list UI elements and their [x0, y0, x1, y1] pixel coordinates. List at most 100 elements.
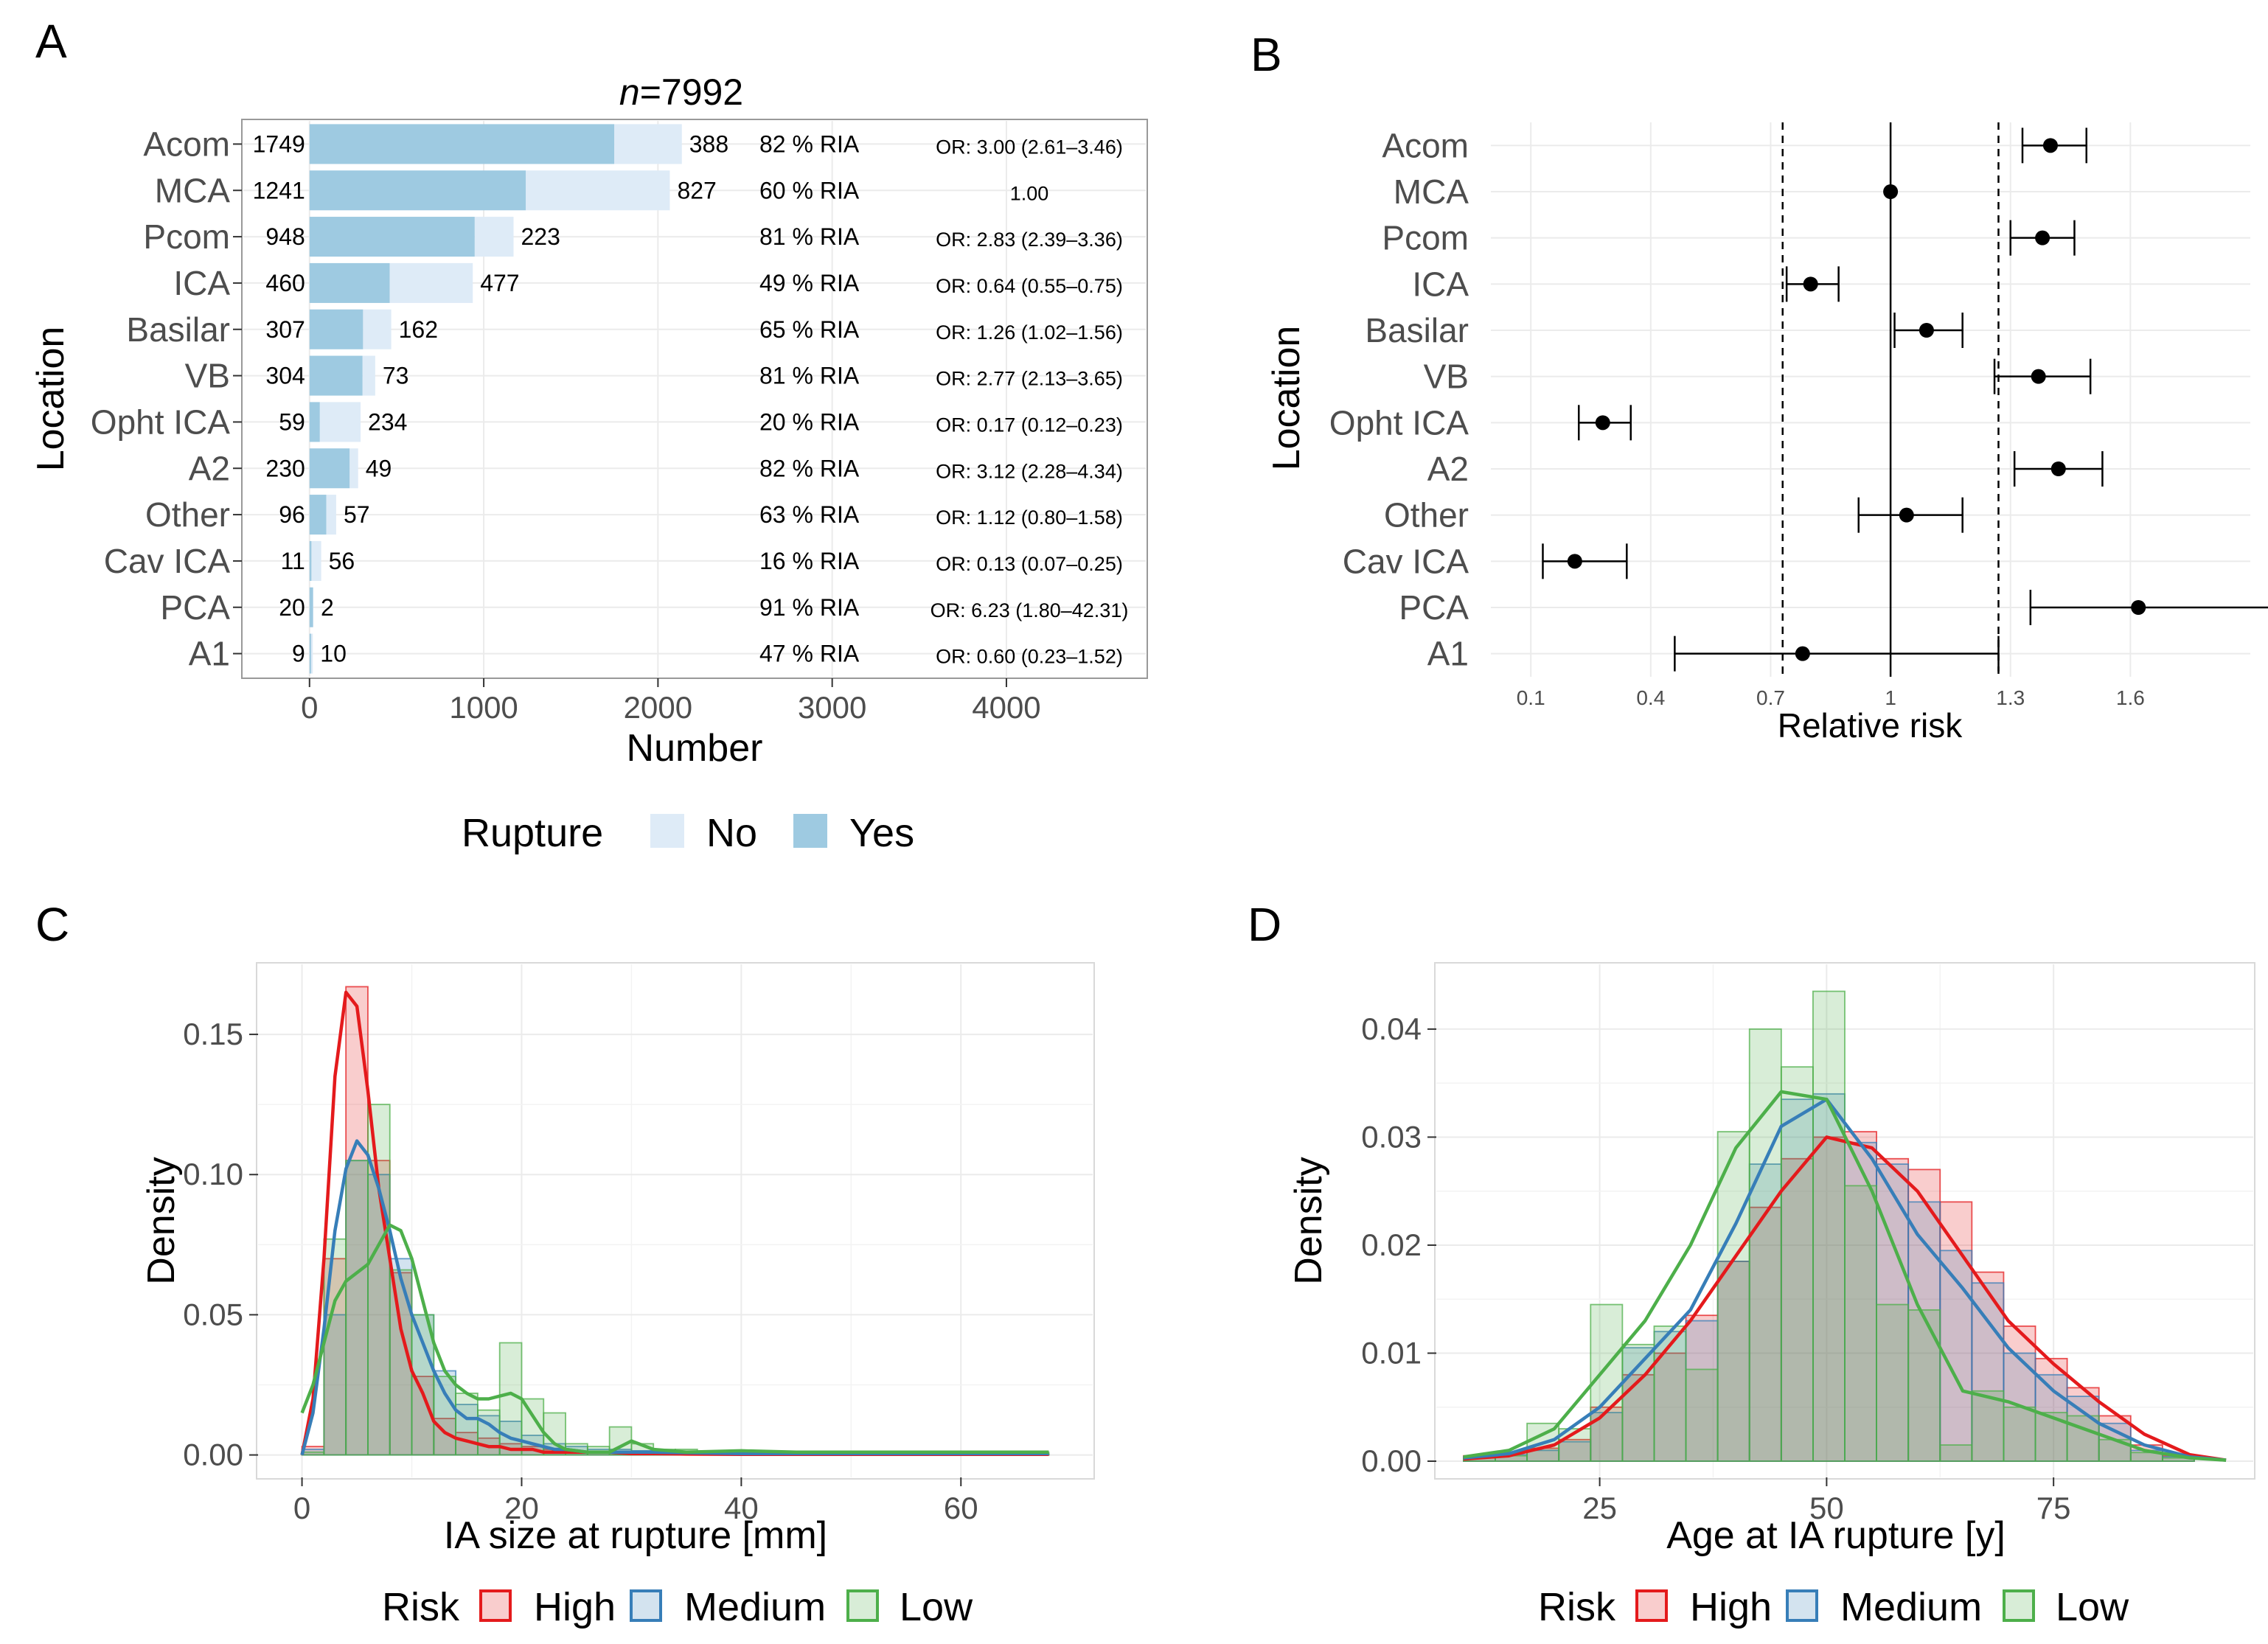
panel-b-x-axis-title: Relative risk [1778, 706, 1963, 745]
point-other [1899, 507, 1914, 523]
legend-label-low: Low [2056, 1585, 2129, 1629]
ytick-label: 0.10 [183, 1157, 243, 1191]
bar-yes-ica [309, 262, 390, 303]
b-tick-label-opht-ica: Opht ICA [1329, 403, 1469, 442]
point-pcom [2035, 230, 2050, 245]
hist-bar-low [1939, 1444, 1973, 1462]
bar-no-pcom [474, 217, 514, 257]
panel-b-xtick-label: 1.6 [2116, 686, 2145, 709]
point-pca [2131, 600, 2146, 615]
label-no-mca: 827 [677, 177, 716, 203]
panel-b-xtick-label: 0.4 [1636, 686, 1665, 709]
point-basilar [1919, 323, 1934, 338]
or-basilar: OR: 1.26 (1.02–1.56) [936, 321, 1123, 344]
or-cav-ica: OR: 0.13 (0.07–0.25) [936, 553, 1123, 575]
tick-label-opht-ica: Opht ICA [91, 403, 231, 441]
ria-pca: 91 % RIA [759, 594, 860, 621]
hist-bar-low [1621, 1343, 1655, 1462]
legend-title: Risk [1538, 1585, 1616, 1629]
panel-letter-c: C [35, 898, 69, 951]
density-line-medium [300, 1139, 1049, 1456]
tick-label-acom: Acom [143, 125, 230, 163]
bar-no-vb [362, 355, 375, 396]
hist-bar-medium [1716, 1261, 1750, 1462]
label-yes-a1: 9 [292, 641, 305, 667]
bar-yes-a2 [309, 448, 350, 489]
hist-bar-low [1971, 1390, 2005, 1462]
hist-bar-low [1780, 1066, 1814, 1462]
b-tick-label-vb: VB [1424, 358, 1469, 396]
hist-bar-medium [1812, 1093, 1846, 1462]
point-a2 [2050, 461, 2066, 476]
bar-yes-other [309, 495, 327, 535]
ria-basilar: 65 % RIA [759, 316, 860, 343]
hist-bar-high [1812, 1136, 1846, 1462]
panel-d-y-axis-title: Density [1287, 1157, 1330, 1284]
bar-yes-pca [309, 587, 313, 627]
ytick-label: 0.02 [1361, 1227, 1422, 1262]
ria-vb: 81 % RIA [759, 363, 860, 389]
density-line-medium [1463, 1097, 2227, 1462]
label-no-acom: 388 [689, 130, 728, 157]
label-yes-vb: 304 [265, 363, 305, 389]
panel-d-age-density: 0.00 0.01 0.02 0.03 0.04 25 50 75 Age at IA ru… [1287, 962, 2255, 1629]
panel-a-bar-chart: n=7992 1749 388 82 % RIA OR: 3.00 (2.61–3.4… [29, 72, 1148, 855]
xtick-label: 75 [2036, 1491, 2071, 1525]
panel-a-xtick-label: 4000 [972, 690, 1040, 725]
tick-label-pca: PCA [160, 588, 230, 627]
panel-a-title-rest: =7992 [640, 72, 743, 113]
ria-opht-ica: 20 % RIA [759, 408, 860, 435]
bar-no-opht-ica [319, 402, 361, 442]
ria-ica: 49 % RIA [759, 270, 860, 296]
bar-yes-mca [309, 170, 526, 211]
panel-a-xtick-label: 2000 [624, 690, 692, 725]
panel-c-y-axis-title: Density [140, 1157, 183, 1284]
xtick-label: 40 [724, 1491, 759, 1525]
legend-key-no [650, 814, 684, 848]
hist-bar-low [1653, 1325, 1687, 1462]
density-line-low [300, 1223, 1049, 1455]
or-pca: OR: 6.23 (1.80–42.31) [930, 599, 1129, 621]
or-a2: OR: 3.12 (2.28–4.34) [936, 460, 1123, 482]
hist-bar-low [367, 1104, 391, 1456]
hist-bar-low [1716, 1131, 1750, 1462]
tick-label-a1: A1 [189, 635, 230, 673]
tick-label-cav-ica: Cav ICA [104, 542, 231, 580]
label-yes-mca: 1241 [253, 177, 305, 203]
panel-c-legend: Risk High Medium Low [382, 1585, 973, 1629]
panel-b-xtick-label: 1 [1885, 686, 1896, 709]
b-tick-label-mca: MCA [1394, 173, 1469, 211]
panel-a-xtick-label: 3000 [798, 690, 866, 725]
tick-label-other: Other [145, 495, 230, 534]
hist-bar-low [433, 1376, 457, 1456]
xtick-label: 0 [293, 1491, 310, 1525]
label-yes-opht-ica: 59 [279, 408, 305, 435]
label-yes-acom: 1749 [253, 130, 305, 157]
xtick-label: 25 [1582, 1491, 1617, 1525]
xtick-label: 60 [944, 1491, 978, 1525]
b-tick-label-other: Other [1384, 496, 1469, 534]
ria-a2: 82 % RIA [759, 455, 860, 481]
point-acom [2042, 138, 2058, 153]
hist-bar-low [2034, 1412, 2068, 1462]
b-tick-label-ica: ICA [1412, 265, 1469, 303]
hist-bar-medium [1971, 1282, 2005, 1462]
hist-bar-medium [411, 1314, 435, 1456]
ytick-label: 0.15 [183, 1017, 243, 1051]
tick-label-mca: MCA [155, 171, 231, 209]
panel-a-xtick-label: 1000 [449, 690, 518, 725]
label-yes-other: 96 [279, 501, 305, 528]
tick-label-pcom: Pcom [143, 217, 230, 256]
legend-key-medium [1786, 1589, 1818, 1622]
hist-bar-low [323, 1238, 347, 1456]
bar-yes-a1 [309, 633, 311, 674]
hist-bar-low [345, 1160, 369, 1456]
ria-other: 63 % RIA [759, 501, 860, 528]
label-no-a2: 49 [366, 455, 392, 481]
bar-no-ica [389, 262, 473, 303]
legend-key-medium [630, 1589, 662, 1622]
density-line-low [1463, 1090, 2227, 1462]
or-acom: OR: 3.00 (2.61–3.46) [936, 136, 1123, 158]
legend-label-medium: Medium [1840, 1585, 1982, 1629]
ytick-label: 0.03 [1361, 1119, 1422, 1154]
